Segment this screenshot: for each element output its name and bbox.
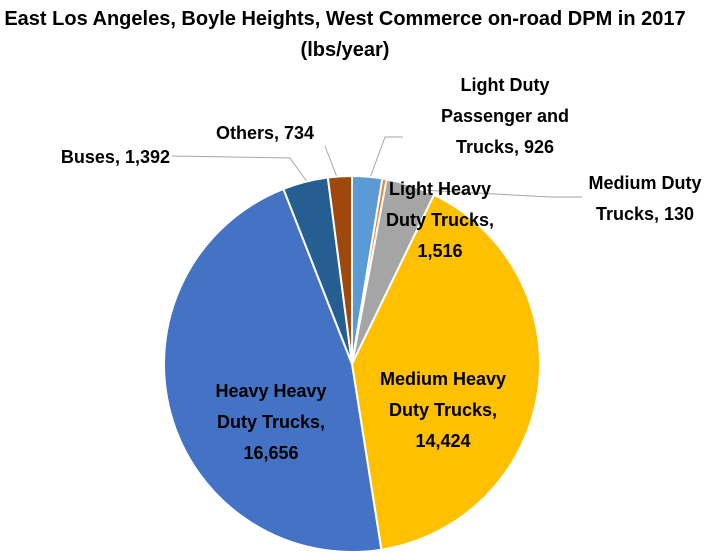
chart-title: East Los Angeles, Boyle Heights, West Co…	[0, 4, 690, 66]
label-separator: ,	[513, 137, 524, 157]
label-value: 734	[284, 123, 315, 143]
label-value: 16,656	[243, 443, 299, 463]
label-separator: ,	[489, 210, 495, 230]
leader-line	[369, 136, 403, 179]
label-category: Medium Heavy Duty Trucks	[379, 369, 507, 420]
label-value: 1,516	[417, 241, 463, 261]
data-label: Buses, 1,392	[30, 142, 170, 173]
label-separator: ,	[273, 123, 284, 143]
label-category: Light Duty Passenger and Trucks	[440, 75, 570, 157]
label-value: 14,424	[415, 431, 471, 451]
leader-line	[324, 145, 339, 181]
data-label: Medium Heavy Duty Trucks, 14,424	[373, 364, 513, 457]
label-value: 130	[664, 204, 695, 224]
leader-line	[419, 189, 582, 198]
label-separator: ,	[320, 412, 326, 432]
label-category: Heavy Heavy Duty Trucks	[215, 381, 327, 432]
label-category: Buses	[60, 147, 115, 167]
label-separator: ,	[492, 400, 498, 420]
pie-slice	[326, 174, 353, 365]
pie-slice	[163, 187, 383, 553]
label-category: Light Heavy Duty Trucks	[385, 179, 492, 230]
label-value: 926	[524, 137, 555, 157]
label-separator: ,	[114, 147, 125, 167]
title-text: East Los Angeles, Boyle Heights, West Co…	[4, 8, 686, 61]
data-label: Others, 734	[190, 118, 340, 149]
label-category: Medium Duty Trucks	[588, 173, 702, 224]
data-label: Heavy Heavy Duty Trucks, 16,656	[198, 376, 344, 469]
label-separator: ,	[653, 204, 664, 224]
data-label: Light Duty Passenger and Trucks, 926	[425, 70, 585, 163]
data-label: Light Heavy Duty Trucks, 1,516	[372, 174, 508, 267]
pie-slice	[350, 193, 541, 551]
leader-line	[171, 155, 311, 187]
data-label: Medium Duty Trucks, 130	[570, 168, 720, 230]
label-value: 1,392	[124, 147, 170, 167]
label-category: Others	[215, 123, 274, 143]
